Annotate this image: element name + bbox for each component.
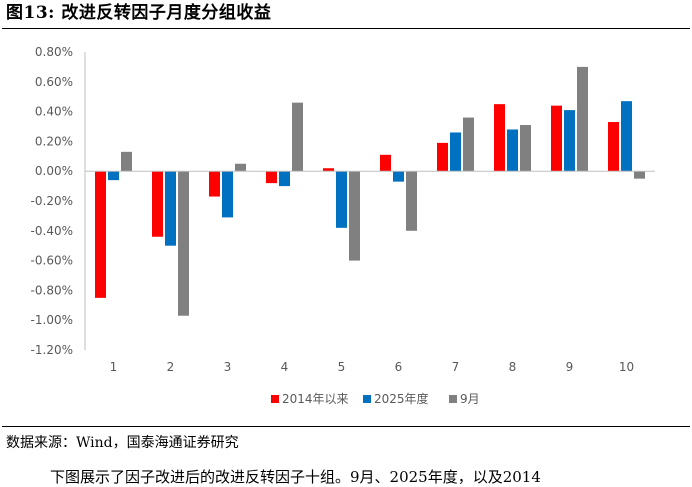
bar [349, 171, 360, 261]
bar [406, 171, 417, 231]
bar [95, 171, 106, 298]
bar [222, 171, 233, 218]
bar [266, 171, 277, 184]
y-tick-label: -1.00% [31, 313, 73, 327]
bar [178, 171, 189, 316]
legend-label: 2014年以来 [282, 392, 349, 406]
bar [292, 102, 303, 172]
bar [634, 171, 645, 179]
bar [520, 125, 531, 172]
bar [209, 171, 220, 197]
y-tick-label: 0.60% [35, 75, 73, 89]
x-tick-label: 1 [110, 360, 118, 374]
x-tick-label: 2 [167, 360, 175, 374]
bar [507, 129, 518, 172]
y-tick-label: -0.40% [31, 224, 73, 238]
bar [608, 122, 619, 172]
x-tick-label: 3 [224, 360, 232, 374]
bar [437, 142, 448, 172]
body-paragraph: 下图展示了因子改进后的改进反转因子十组。9月、2025年度，以及2014 [50, 468, 541, 486]
legend-swatch [449, 395, 457, 403]
x-tick-label: 8 [509, 360, 517, 374]
bar-chart: 0.80% 0.60% 0.40% 0.20% 0.00% -0.20% -0.40% -0.… [31, 45, 655, 406]
bar [450, 132, 461, 172]
bar [380, 154, 391, 172]
legend-label: 2025年度 [374, 391, 429, 406]
figure-title: 图13: 改进反转因子月度分组收益 [6, 3, 272, 23]
bar [152, 171, 163, 237]
bar [577, 66, 588, 172]
bar [279, 171, 290, 187]
x-tick-label: 9 [566, 360, 574, 374]
legend-label: 9月 [460, 392, 480, 406]
y-tick-label: 0.20% [35, 134, 73, 148]
bar [235, 163, 246, 172]
bar [165, 171, 176, 246]
bar [121, 151, 132, 172]
bar [393, 171, 404, 182]
bottom-rule [2, 426, 690, 427]
bar [336, 171, 347, 228]
bar [463, 117, 474, 172]
top-rule [2, 28, 690, 29]
x-tick-label: 10 [619, 360, 634, 374]
y-tick-label: 0.80% [35, 45, 73, 59]
x-tick-label: 5 [338, 360, 346, 374]
figure-header: 图13: 改进反转因子月度分组收益 [6, 2, 271, 24]
bar [323, 168, 334, 172]
y-tick-label: -0.60% [31, 254, 73, 268]
legend-swatch [271, 395, 279, 403]
x-tick-label: 6 [395, 360, 403, 374]
y-tick-label: 0.40% [35, 105, 73, 119]
bar [551, 105, 562, 172]
bar [621, 101, 632, 172]
y-tick-label: -1.20% [31, 343, 73, 357]
y-tick-label: 0.00% [35, 164, 73, 178]
y-tick-label: -0.20% [31, 194, 73, 208]
source-note: 数据来源：Wind，国泰海通证券研究 [6, 435, 239, 451]
bar [494, 104, 505, 172]
y-tick-label: -0.80% [31, 283, 73, 297]
legend-swatch [363, 395, 371, 403]
x-tick-label: 7 [452, 360, 460, 374]
x-tick-label: 4 [281, 360, 289, 374]
bar [108, 171, 119, 181]
bar [564, 110, 575, 172]
